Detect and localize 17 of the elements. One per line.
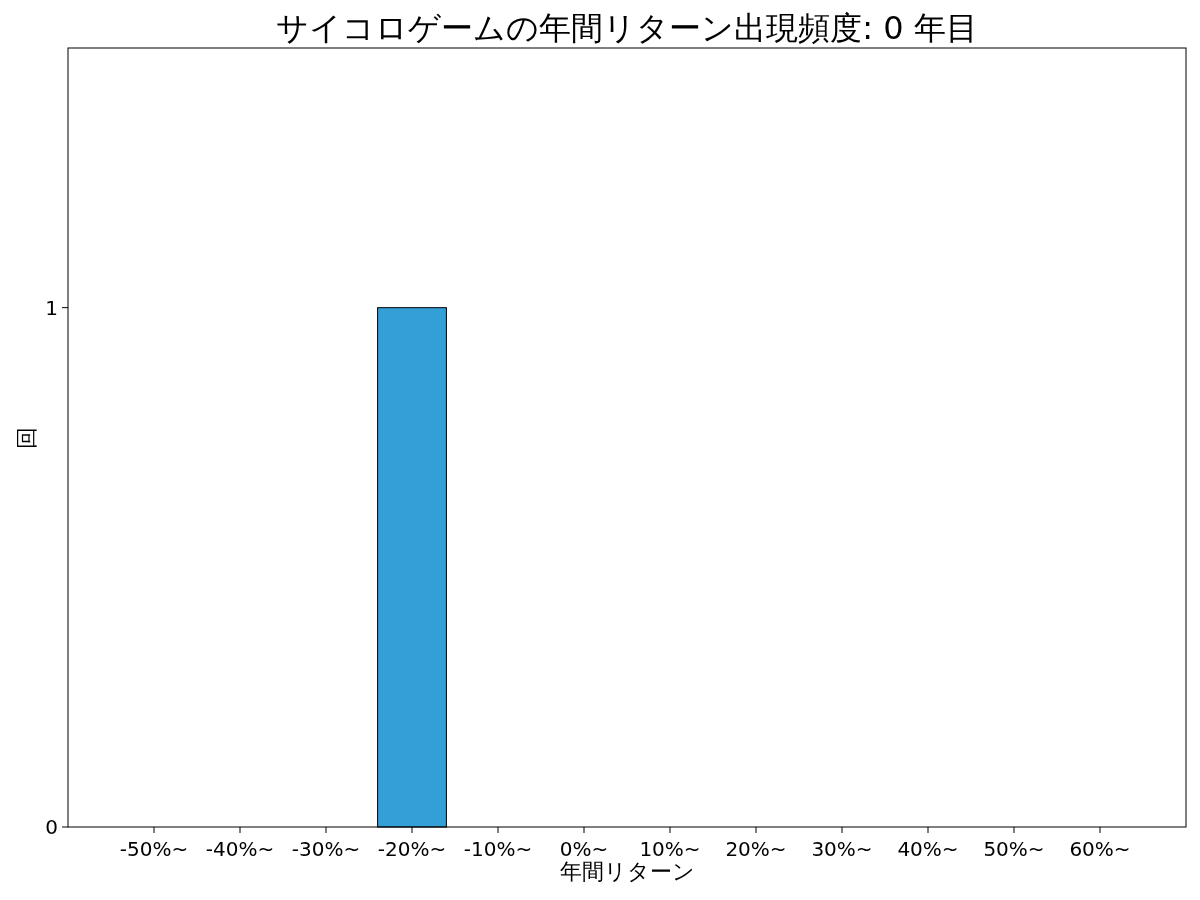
x-tick-label: -30%~: [291, 837, 361, 861]
y-tick-label: 0: [45, 815, 58, 839]
x-axis-title: 年間リターン: [559, 858, 695, 884]
x-tick-label: -50%~: [119, 837, 189, 861]
y-axis-title: 回: [13, 426, 39, 449]
x-tick-label: -10%~: [463, 837, 533, 861]
y-tick-label: 1: [45, 295, 58, 320]
x-tick-label: 10%~: [639, 837, 701, 861]
x-tick-label: 20%~: [725, 837, 787, 861]
x-tick-label: -40%~: [205, 837, 275, 861]
x-tick-label: 60%~: [1069, 837, 1131, 861]
x-tick-label: 50%~: [983, 837, 1045, 861]
x-tick-label: 0%~: [559, 837, 609, 861]
x-tick-label: 40%~: [897, 837, 959, 861]
x-tick-label: -20%~: [377, 837, 447, 861]
x-tick-label: 30%~: [811, 837, 873, 861]
chart-title: サイコロゲームの年間リターン出現頻度: 0 年目: [276, 9, 978, 47]
